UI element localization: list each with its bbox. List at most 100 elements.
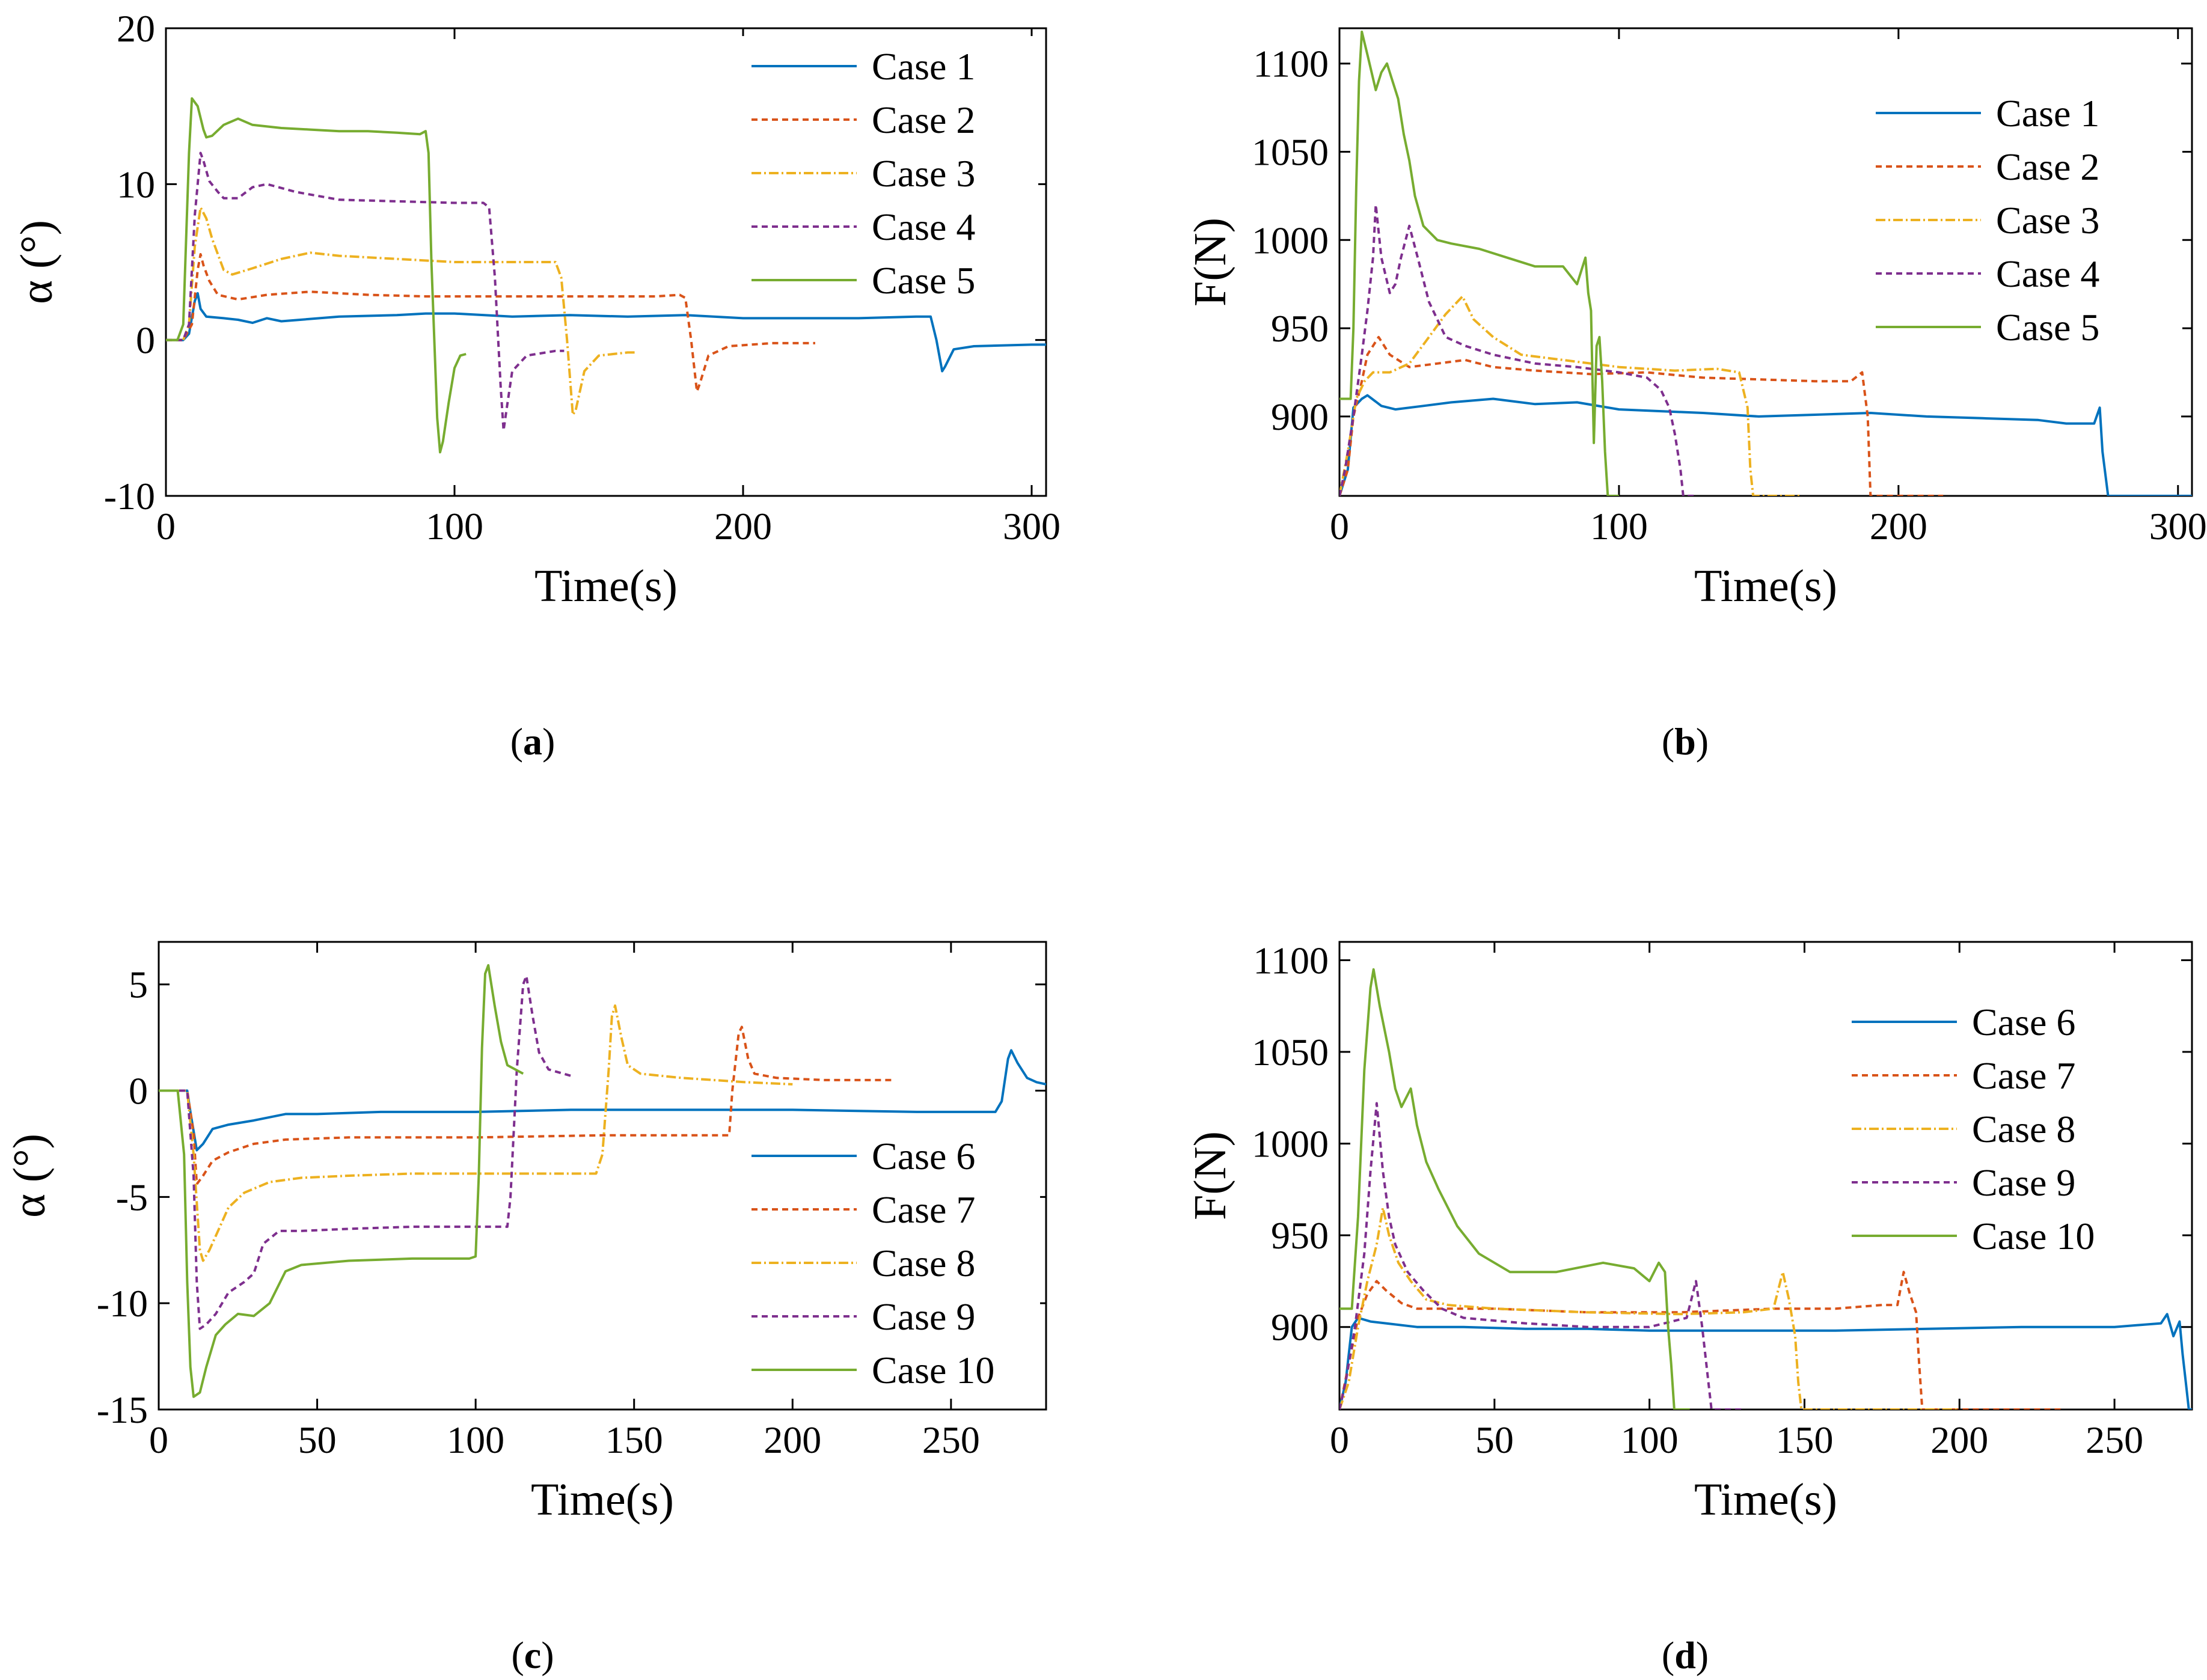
- y-axis-label: α (°): [4, 1134, 55, 1218]
- legend-box: [745, 1124, 1040, 1388]
- plot-area: [1338, 27, 2193, 497]
- caption-close: ): [1696, 720, 1709, 763]
- series-line-case-1: [1339, 394, 2192, 496]
- y-tick-label: 950: [1271, 307, 1329, 350]
- x-tick-label: 250: [922, 1419, 980, 1461]
- panel-caption: (c): [511, 1634, 554, 1676]
- plot-area: [165, 27, 1047, 497]
- series-line-case-9: [159, 974, 571, 1330]
- legend-label: Case 6: [872, 1135, 975, 1178]
- y-tick-label: -15: [97, 1388, 148, 1431]
- y-tick-label: 5: [129, 964, 148, 1006]
- x-tick-label: 100: [1590, 505, 1648, 548]
- series-line-case-9: [1339, 1102, 1743, 1410]
- series-group: [159, 964, 1046, 1398]
- legend: Case 6 Case 7 Case 8 Case 9 Case 10: [1840, 992, 2182, 1257]
- series-line-case-7: [159, 1025, 894, 1186]
- series-line-case-6: [1339, 1313, 2192, 1410]
- series-line-case-2: [166, 253, 815, 393]
- x-tick-label: 250: [2086, 1419, 2143, 1461]
- legend-label: Case 10: [1972, 1215, 2095, 1257]
- caption-open: (: [1662, 1634, 1674, 1676]
- y-tick-label: 10: [117, 163, 155, 206]
- legend-label: Case 9: [872, 1295, 975, 1338]
- panel-caption: (a): [510, 720, 556, 763]
- caption-close: ): [541, 1634, 554, 1676]
- legend-label: Case 10: [872, 1349, 994, 1391]
- x-axis-label: Time(s): [1694, 1474, 1837, 1525]
- series-line-case-10: [159, 964, 524, 1398]
- legend-label: Case 3: [872, 152, 975, 195]
- legend: Case 1 Case 2 Case 3 Case 4 Case 5: [1861, 84, 2182, 349]
- legend-label: Case 1: [872, 45, 975, 88]
- x-tick-label: 0: [1330, 1419, 1349, 1461]
- x-axis-label: Time(s): [534, 561, 678, 611]
- y-tick-label: -10: [104, 475, 155, 518]
- y-axis-label: F(N): [1185, 1131, 1235, 1220]
- chart-panel-3: 0 50 100 150 200 250 -15 -10 -5 0 5 Time(s) α (°) Cas…: [4, 941, 1047, 1676]
- legend-box: [739, 36, 1038, 301]
- x-tick-label: 0: [1330, 505, 1349, 548]
- y-tick-label: 0: [129, 1070, 148, 1113]
- legend-label: Case 3: [1996, 199, 2099, 242]
- series-line-case-5: [1339, 30, 1619, 496]
- x-tick-label: 200: [1930, 1419, 1988, 1461]
- x-tick-label: 300: [1003, 505, 1061, 548]
- x-tick-label: 100: [447, 1419, 504, 1461]
- y-tick-label: 950: [1271, 1214, 1329, 1257]
- series-line-case-8: [159, 1004, 793, 1262]
- legend-label: Case 4: [1996, 252, 2099, 295]
- legend-label: Case 7: [872, 1188, 975, 1231]
- caption-open: (: [511, 1634, 524, 1676]
- series-line-case-8: [1339, 1206, 1960, 1410]
- series-line-case-1: [166, 292, 1046, 373]
- caption-letter: a: [523, 720, 542, 763]
- x-tick-label: 150: [605, 1419, 663, 1461]
- series-line-case-4: [1339, 203, 1698, 496]
- x-tick-label: 0: [156, 505, 176, 548]
- series-group: [1339, 30, 2192, 496]
- legend-box: [1861, 84, 2182, 349]
- chart-panel-2: 0 100 200 300 900 950 1000 1050 1100 Time(s) F(N) C…: [1185, 27, 2207, 763]
- caption-open: (: [510, 720, 523, 763]
- series-line-case-10: [1339, 968, 1690, 1410]
- legend-label: Case 6: [1972, 1001, 2075, 1043]
- series-line-case-7: [1339, 1271, 2062, 1410]
- plot-area: [158, 941, 1047, 1411]
- legend: Case 6 Case 7 Case 8 Case 9 Case 10: [745, 1124, 1040, 1391]
- y-tick-label: 1050: [1252, 131, 1329, 174]
- legend-label: Case 2: [1996, 145, 2099, 188]
- legend-label: Case 1: [1996, 92, 2099, 135]
- y-tick-label: 900: [1271, 1306, 1329, 1349]
- chart-panel-4: 0 50 100 150 200 250 900 950 1000 1050 1100 Time(s)…: [1185, 939, 2193, 1676]
- legend-label: Case 5: [1996, 306, 2099, 349]
- x-tick-label: 200: [714, 505, 772, 548]
- legend-label: Case 2: [872, 99, 975, 141]
- panel-caption: (d): [1662, 1634, 1709, 1676]
- x-axis-label: Time(s): [1694, 561, 1837, 611]
- x-tick-label: 0: [149, 1419, 168, 1461]
- y-tick-label: 1000: [1252, 1123, 1329, 1165]
- caption-open: (: [1662, 720, 1674, 763]
- y-tick-label: -10: [97, 1282, 148, 1325]
- series-line-case-2: [1339, 335, 1944, 496]
- y-tick-label: 1100: [1253, 939, 1329, 982]
- y-axis-label: α (°): [11, 220, 62, 304]
- series-line-case-5: [166, 97, 467, 454]
- legend-label: Case 8: [1972, 1108, 2075, 1150]
- series-line-case-3: [1339, 295, 1801, 496]
- series-group: [1339, 968, 2192, 1410]
- caption-letter: d: [1674, 1634, 1696, 1676]
- x-tick-label: 200: [1870, 505, 1927, 548]
- series-line-case-6: [159, 1049, 1046, 1152]
- legend-label: Case 5: [872, 259, 975, 302]
- series-line-case-3: [166, 206, 637, 417]
- y-tick-label: -5: [116, 1176, 148, 1218]
- x-tick-label: 100: [1621, 1419, 1679, 1461]
- legend-label: Case 9: [1972, 1161, 2075, 1204]
- y-tick-label: 1100: [1253, 43, 1329, 85]
- x-axis-label: Time(s): [531, 1474, 674, 1525]
- x-tick-label: 150: [1775, 1419, 1833, 1461]
